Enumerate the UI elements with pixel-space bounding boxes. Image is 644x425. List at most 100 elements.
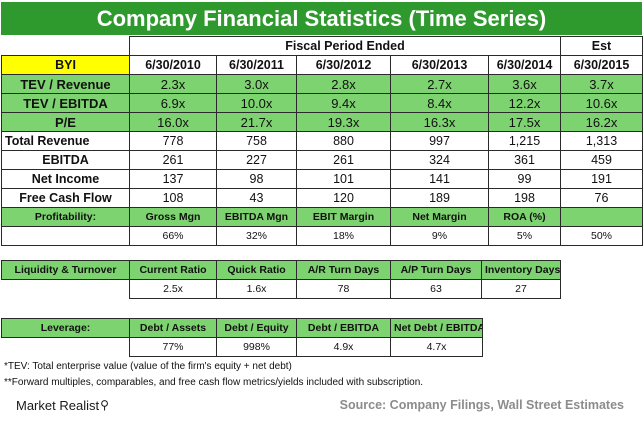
- liquidity-header: Quick Ratio: [216, 260, 297, 280]
- value-cell: 9.4x: [296, 93, 391, 113]
- profitability-value: 9%: [390, 226, 489, 246]
- period-header: 6/30/2011: [216, 55, 297, 75]
- source-note: Source: Company Filings, Wall Street Est…: [339, 398, 624, 412]
- row-label: EBITDA: [1, 150, 130, 170]
- value-cell: 10.0x: [216, 93, 297, 113]
- value-cell: 16.2x: [560, 112, 643, 132]
- value-cell: 758: [216, 131, 297, 151]
- value-cell: 361: [488, 150, 561, 170]
- profitability-header: EBIT Margin: [296, 207, 391, 227]
- value-cell: 261: [129, 150, 217, 170]
- value-cell: 141: [390, 169, 489, 189]
- search-icon: ⚲: [100, 398, 109, 412]
- value-cell: 16.3x: [390, 112, 489, 132]
- value-cell: 1,313: [560, 131, 643, 151]
- value-cell: 16.0x: [129, 112, 217, 132]
- liquidity-header: A/P Turn Days: [390, 260, 482, 280]
- value-cell: 2.8x: [296, 74, 391, 94]
- value-cell: 2.3x: [129, 74, 217, 94]
- leverage-value: 4.7x: [390, 337, 483, 357]
- footnote-tev: *TEV: Total enterprise value (value of t…: [4, 361, 292, 372]
- leverage-header: Debt / Assets: [129, 318, 217, 338]
- leverage-value: 77%: [129, 337, 217, 357]
- value-cell: 3.6x: [488, 74, 561, 94]
- value-cell: 324: [390, 150, 489, 170]
- value-cell: 21.7x: [216, 112, 297, 132]
- profitability-header: [560, 207, 643, 227]
- ticker-cell: BYI: [1, 55, 130, 75]
- value-cell: 17.5x: [488, 112, 561, 132]
- value-cell: 227: [216, 150, 297, 170]
- value-cell: 137: [129, 169, 217, 189]
- profitability-label: Profitability:: [1, 207, 130, 227]
- value-cell: 43: [216, 188, 297, 208]
- profitability-value: 5%: [488, 226, 561, 246]
- value-cell: 1,215: [488, 131, 561, 151]
- value-cell: 19.3x: [296, 112, 391, 132]
- liquidity-value: 1.6x: [216, 279, 297, 299]
- value-cell: 3.0x: [216, 74, 297, 94]
- row-label: Free Cash Flow: [1, 188, 130, 208]
- liquidity-label: Liquidity & Turnover: [1, 260, 130, 280]
- footnote-subscription: **Forward multiples, comparables, and fr…: [4, 377, 424, 388]
- page-title: Company Financial Statistics (Time Serie…: [1, 2, 642, 35]
- profitability-value: 18%: [296, 226, 391, 246]
- value-cell: 997: [390, 131, 489, 151]
- row-label: P/E: [1, 112, 130, 132]
- financial-stats-table: Fiscal Period Ended Est BYI 6/30/2010 6/…: [1, 36, 643, 246]
- value-cell: 880: [296, 131, 391, 151]
- profitability-value: 50%: [560, 226, 643, 246]
- row-label: Total Revenue: [1, 131, 130, 151]
- liquidity-value: 78: [296, 279, 391, 299]
- leverage-value: 4.9x: [296, 337, 391, 357]
- value-cell: 8.4x: [390, 93, 489, 113]
- value-cell: 76: [560, 188, 643, 208]
- value-cell: 101: [296, 169, 391, 189]
- liquidity-value: 63: [390, 279, 482, 299]
- period-header: 6/30/2013: [390, 55, 489, 75]
- leverage-header: Debt / Equity: [216, 318, 297, 338]
- leverage-value: 998%: [216, 337, 297, 357]
- value-cell: 191: [560, 169, 643, 189]
- brand-name: Market Realist: [16, 398, 100, 413]
- profitability-header: Gross Mgn: [129, 207, 217, 227]
- value-cell: 120: [296, 188, 391, 208]
- liquidity-value: 2.5x: [129, 279, 217, 299]
- period-header: 6/30/2015: [560, 55, 643, 75]
- value-cell: 459: [560, 150, 643, 170]
- value-cell: 261: [296, 150, 391, 170]
- value-cell: 108: [129, 188, 217, 208]
- value-cell: 12.2x: [488, 93, 561, 113]
- profitability-value: 32%: [216, 226, 297, 246]
- period-header: 6/30/2010: [129, 55, 217, 75]
- profitability-value: 66%: [129, 226, 217, 246]
- liquidity-header: Inventory Days: [481, 260, 561, 280]
- period-header: 6/30/2014: [488, 55, 561, 75]
- profitability-header: EBITDA Mgn: [216, 207, 297, 227]
- leverage-header: Debt / EBITDA: [296, 318, 391, 338]
- value-cell: 98: [216, 169, 297, 189]
- period-header: 6/30/2012: [296, 55, 391, 75]
- value-cell: 6.9x: [129, 93, 217, 113]
- liquidity-value: 27: [481, 279, 561, 299]
- leverage-table: Leverage: Debt / Assets Debt / Equity De…: [1, 318, 483, 357]
- row-label: TEV / Revenue: [1, 74, 130, 94]
- liquidity-table: Liquidity & Turnover Current Ratio Quick…: [1, 260, 561, 299]
- row-label: Net Income: [1, 169, 130, 189]
- value-cell: 99: [488, 169, 561, 189]
- brand-logo: Market Realist⚲: [16, 398, 109, 413]
- fiscal-period-header: Fiscal Period Ended: [129, 36, 561, 56]
- value-cell: 198: [488, 188, 561, 208]
- profitability-header: Net Margin: [390, 207, 489, 227]
- value-cell: 10.6x: [560, 93, 643, 113]
- leverage-label: Leverage:: [1, 318, 130, 338]
- liquidity-header: Current Ratio: [129, 260, 217, 280]
- row-label: TEV / EBITDA: [1, 93, 130, 113]
- leverage-header: Net Debt / EBITDA: [390, 318, 483, 338]
- liquidity-header: A/R Turn Days: [296, 260, 391, 280]
- profitability-header: ROA (%): [488, 207, 561, 227]
- value-cell: 3.7x: [560, 74, 643, 94]
- value-cell: 778: [129, 131, 217, 151]
- est-header: Est: [560, 36, 643, 56]
- value-cell: 189: [390, 188, 489, 208]
